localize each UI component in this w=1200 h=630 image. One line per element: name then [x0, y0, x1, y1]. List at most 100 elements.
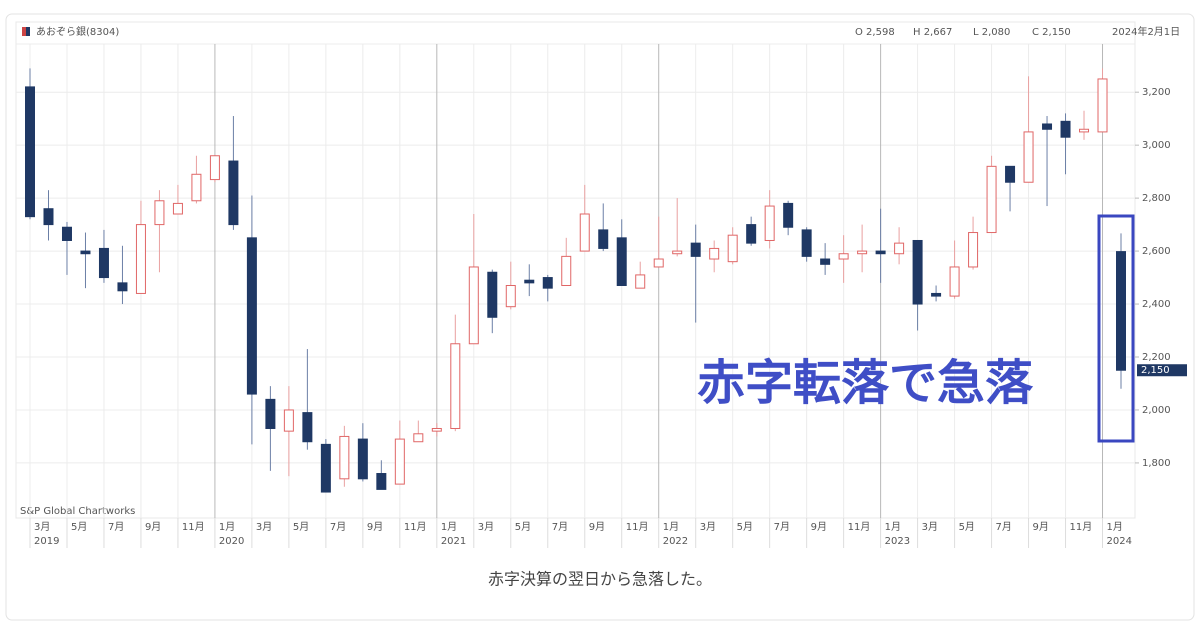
- y-tick-label: 2,800: [1142, 193, 1171, 204]
- candle-body: [135, 224, 146, 294]
- candle-body: [450, 343, 461, 429]
- card: [5, 13, 1195, 621]
- y-tick-label: 2,000: [1142, 405, 1171, 416]
- x-tick-label: 5月: [515, 521, 531, 533]
- x-tick-label: 11月: [626, 521, 649, 533]
- x-tick-label: 1月: [441, 521, 457, 533]
- y-tick-label: 2,600: [1142, 246, 1171, 257]
- price-tag-bg: [1137, 364, 1187, 377]
- y-tick-label: 2,200: [1142, 352, 1171, 363]
- candle-body: [764, 205, 775, 241]
- x-tick-label: 11月: [404, 521, 427, 533]
- candle-body: [635, 274, 646, 289]
- x-tick-label: 7月: [330, 521, 346, 533]
- x-tick-label: 9月: [811, 521, 827, 533]
- x-tick-label: 7月: [774, 521, 790, 533]
- candle-body: [727, 234, 738, 263]
- source: S&P Global Chartworks: [20, 506, 135, 517]
- ohlc-close: C 2,150: [1032, 27, 1071, 38]
- candle-body: [487, 271, 498, 318]
- x-tick-label: 9月: [1033, 521, 1049, 533]
- candle-body: [283, 409, 294, 432]
- y-tick-label: 3,000: [1142, 140, 1171, 151]
- x-tick-label: 3月: [34, 521, 50, 533]
- x-tick-label: 3月: [256, 521, 272, 533]
- candle-body: [616, 237, 627, 287]
- candle-body: [1060, 120, 1071, 138]
- x-year-label: 2020: [219, 536, 244, 547]
- x-tick-label: 5月: [959, 521, 975, 533]
- candle-body: [801, 229, 812, 257]
- candle-body: [968, 232, 979, 268]
- candle-body: [931, 292, 942, 297]
- candle-body: [172, 202, 183, 215]
- candle-body: [431, 427, 442, 432]
- candle-body: [709, 247, 720, 260]
- candle-body: [43, 208, 54, 226]
- candle-body: [25, 86, 35, 218]
- caption: 赤字決算の翌日から急落した。: [488, 570, 712, 589]
- ohlc-high: H 2,667: [913, 27, 952, 38]
- candle-body: [265, 398, 276, 429]
- candle-body: [672, 250, 683, 255]
- candle-body: [468, 266, 479, 345]
- x-tick-label: 1月: [663, 521, 679, 533]
- x-tick-label: 1月: [1107, 521, 1123, 533]
- candle-body: [912, 239, 923, 305]
- x-tick-label: 3月: [478, 521, 494, 533]
- x-tick-label: 5月: [737, 521, 753, 533]
- candle-body: [154, 200, 165, 226]
- candle-body: [746, 224, 757, 244]
- x-tick-label: 3月: [922, 521, 938, 533]
- price-tag: 2,150: [1141, 365, 1170, 376]
- candle-body: [857, 250, 868, 255]
- candle-body: [894, 242, 905, 255]
- x-year-label: 2023: [885, 536, 910, 547]
- candle-body: [394, 438, 405, 485]
- x-tick-label: 3月: [700, 521, 716, 533]
- candle-body: [376, 473, 387, 490]
- x-tick-label: 9月: [589, 521, 605, 533]
- y-tick-label: 2,400: [1142, 299, 1171, 310]
- candle-body: [80, 250, 91, 255]
- x-tick-label: 5月: [293, 521, 309, 533]
- x-tick-label: 7月: [552, 521, 568, 533]
- x-year-label: 2022: [663, 536, 688, 547]
- y-tick-label: 3,200: [1142, 87, 1171, 98]
- candle-body: [653, 258, 664, 268]
- ohlc-low: L 2,080: [973, 27, 1010, 38]
- candle-body: [986, 165, 997, 234]
- candle-body: [579, 213, 590, 252]
- annotation: 赤字転落で急落: [697, 355, 1034, 411]
- candle-body: [598, 229, 609, 249]
- candle-body: [246, 237, 257, 395]
- candle-body: [320, 443, 331, 493]
- candle-body: [524, 279, 535, 284]
- candle-body: [1023, 131, 1034, 183]
- highlight-box: [1097, 214, 1135, 443]
- candle-body: [542, 277, 553, 289]
- candle-body: [357, 438, 368, 480]
- candle-body: [505, 285, 516, 308]
- x-tick-label: 7月: [108, 521, 124, 533]
- candle-body: [61, 226, 72, 241]
- header-title: あおぞら銀(8304): [36, 25, 119, 38]
- x-tick-label: 1月: [219, 521, 235, 533]
- x-year-label: 2024: [1107, 536, 1132, 547]
- x-tick-label: 7月: [996, 521, 1012, 533]
- x-tick-label: 9月: [145, 521, 161, 533]
- x-tick-label: 11月: [182, 521, 205, 533]
- candle-body: [191, 173, 202, 202]
- header-date: 2024年2月1日: [1112, 25, 1180, 38]
- candle-body: [98, 247, 109, 279]
- candle-body: [1079, 128, 1090, 133]
- y-tick-label: 1,800: [1142, 458, 1171, 469]
- plot: 1,800 2,000 2,200 2,400 2,600 2,800 3,000 3,200…: [16, 44, 1187, 548]
- candle-body: [117, 282, 128, 292]
- candle-body: [820, 258, 831, 265]
- candle-body: [1097, 78, 1108, 133]
- plot-frame: [15, 21, 1136, 519]
- icon-b: [26, 27, 30, 36]
